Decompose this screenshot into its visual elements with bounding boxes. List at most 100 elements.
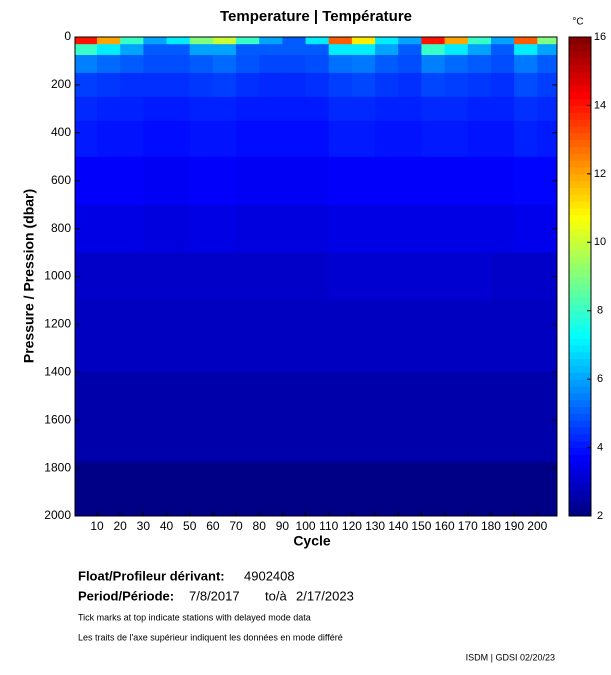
heat-cell (421, 120, 446, 158)
heat-cell (351, 96, 376, 122)
heat-cell (467, 300, 492, 373)
x-tick-label: 70 (229, 519, 243, 533)
colorbar-segment (569, 406, 591, 414)
heat-cell (421, 37, 446, 45)
heat-cell (282, 72, 307, 98)
heat-cell (328, 156, 353, 206)
colorbar-segment (569, 317, 591, 325)
colorbar-segment (569, 276, 591, 284)
y-tick-label: 1400 (44, 364, 71, 378)
y-tick-label: 400 (51, 125, 71, 139)
heat-cell (398, 37, 422, 45)
heat-cell (351, 300, 376, 373)
heat-cell (282, 252, 307, 301)
heat-cell (305, 300, 330, 373)
heat-cell (444, 120, 469, 158)
heat-cell (236, 252, 260, 301)
heat-cell (490, 204, 515, 254)
colorbar-segment (569, 351, 591, 360)
note: Tick marks at top indicate stations with… (78, 612, 311, 622)
heat-cell (120, 156, 144, 206)
colorbar-segment (569, 427, 591, 435)
colorbar-unit: °C (572, 17, 583, 28)
heat-cell (189, 300, 214, 373)
colorbar-segment (569, 344, 591, 353)
heat-cell (398, 44, 422, 56)
y-tick-label: 1800 (44, 460, 71, 474)
colorbar-tick-label: 16 (594, 31, 606, 43)
heat-cell (236, 54, 260, 74)
x-tick-label: 40 (160, 519, 174, 533)
colorbar-segment (569, 201, 591, 209)
colorbar-segment (569, 488, 591, 496)
heat-cell (166, 204, 191, 254)
heat-cell (375, 156, 399, 206)
heat-cell (212, 96, 237, 122)
heat-cell (444, 300, 469, 373)
heat-cell (537, 156, 558, 206)
heat-cell (97, 300, 121, 373)
colorbar-tick-label: 8 (597, 305, 603, 317)
heat-cell (351, 204, 376, 254)
info-label: Float/Profileur dérivant: (78, 568, 225, 583)
colorbar-segment (569, 37, 591, 45)
y-tick-label: 1000 (44, 269, 71, 283)
colorbar-segment (569, 358, 591, 366)
heat-cell (97, 44, 121, 56)
colorbar-segment (569, 187, 591, 195)
heat-cell (259, 96, 283, 122)
colorbar-tick-label: 4 (597, 441, 603, 453)
heat-cell (189, 252, 214, 301)
heat-cell (212, 204, 237, 254)
x-tick-label: 10 (90, 519, 104, 533)
heat-cell (444, 372, 469, 463)
colorbar-segment (569, 269, 591, 277)
colorbar-segment (569, 84, 591, 93)
heat-cell (97, 54, 121, 74)
colorbar-segment (569, 440, 591, 449)
heat-cell (259, 120, 283, 158)
heat-cell (375, 37, 399, 45)
colorbar-segment (569, 331, 591, 339)
heat-cell (398, 96, 422, 122)
heat-cell (75, 300, 98, 373)
colorbar-frame (568, 36, 592, 517)
colorbar-segment (569, 98, 591, 106)
colorbar-segment (569, 139, 591, 147)
heat-cell (537, 37, 558, 45)
colorbar-tick-label: 2 (597, 510, 603, 522)
heat-cell (467, 54, 492, 74)
heat-cell (514, 252, 538, 301)
heat-cell (514, 204, 538, 254)
heat-cell (328, 54, 353, 74)
colorbar-segment (569, 468, 591, 476)
heat-cell (236, 204, 260, 254)
y-tick-label: 800 (51, 221, 71, 235)
heat-cell (120, 462, 144, 517)
heat-cell (328, 37, 353, 45)
heat-cell (282, 300, 307, 373)
heat-cell (166, 300, 191, 373)
heat-cell (375, 44, 399, 56)
heat-cell (236, 37, 260, 45)
heat-cell (490, 300, 515, 373)
heat-cell (189, 44, 214, 56)
heat-cell (236, 462, 260, 517)
x-tick-label: 180 (481, 519, 501, 533)
heat-cell (328, 462, 353, 517)
heat-cell (537, 96, 558, 122)
heat-cell (537, 54, 558, 74)
colorbar-segment (569, 173, 591, 182)
heat-cell (166, 156, 191, 206)
heat-cell (189, 372, 214, 463)
heat-cell (305, 462, 330, 517)
heat-cell (305, 156, 330, 206)
y-tick-label: 1200 (44, 317, 71, 331)
heat-cell (467, 462, 492, 517)
heat-cell (328, 300, 353, 373)
colorbar-segment (569, 502, 591, 510)
heat-cell (537, 462, 558, 517)
heat-cell (236, 44, 260, 56)
colorbar-segment (569, 290, 591, 298)
colorbar-segment (569, 235, 591, 243)
